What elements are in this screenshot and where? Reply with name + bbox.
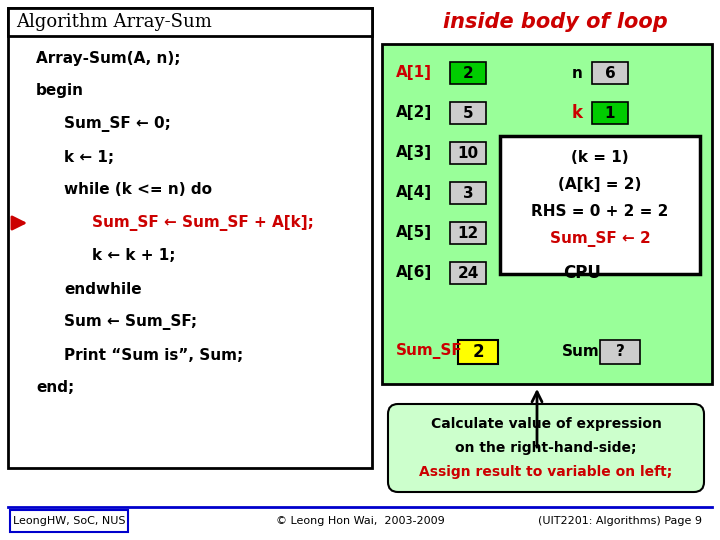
Text: on the right-hand-side;: on the right-hand-side; bbox=[455, 441, 636, 455]
Text: 3: 3 bbox=[463, 186, 473, 200]
Text: Sum_SF ← 0;: Sum_SF ← 0; bbox=[64, 116, 171, 132]
Text: Assign result to variable on left;: Assign result to variable on left; bbox=[419, 465, 672, 479]
Text: Sum ← Sum_SF;: Sum ← Sum_SF; bbox=[64, 314, 197, 330]
Text: begin: begin bbox=[36, 84, 84, 98]
Text: 5: 5 bbox=[463, 105, 473, 120]
Text: Sum_SF: Sum_SF bbox=[396, 343, 463, 359]
Text: inside body of loop: inside body of loop bbox=[443, 12, 667, 32]
Bar bbox=[8, 8, 372, 36]
Bar bbox=[8, 8, 372, 468]
Text: A[6]: A[6] bbox=[396, 266, 432, 280]
Text: RHS = 0 + 2 = 2: RHS = 0 + 2 = 2 bbox=[531, 205, 669, 219]
Text: 1: 1 bbox=[605, 105, 616, 120]
Bar bbox=[382, 44, 712, 384]
Bar bbox=[458, 340, 498, 364]
Text: Sum_SF ← Sum_SF + A[k];: Sum_SF ← Sum_SF + A[k]; bbox=[92, 215, 314, 231]
Text: (A[k] = 2): (A[k] = 2) bbox=[558, 178, 642, 192]
Text: 10: 10 bbox=[457, 145, 479, 160]
Text: 2: 2 bbox=[463, 65, 473, 80]
Bar bbox=[450, 102, 486, 124]
Text: 12: 12 bbox=[457, 226, 479, 240]
Text: A[1]: A[1] bbox=[396, 65, 432, 80]
Text: (k = 1): (k = 1) bbox=[571, 151, 629, 165]
Bar bbox=[592, 62, 628, 84]
Text: © Leong Hon Wai,  2003-2009: © Leong Hon Wai, 2003-2009 bbox=[276, 516, 444, 526]
Bar bbox=[450, 62, 486, 84]
Text: 6: 6 bbox=[605, 65, 616, 80]
Text: k ← 1;: k ← 1; bbox=[64, 150, 114, 165]
Text: (UIT2201: Algorithms) Page 9: (UIT2201: Algorithms) Page 9 bbox=[538, 516, 702, 526]
Text: A[4]: A[4] bbox=[396, 186, 432, 200]
Text: CPU: CPU bbox=[563, 264, 601, 282]
Text: Print “Sum is”, Sum;: Print “Sum is”, Sum; bbox=[64, 348, 243, 362]
Bar bbox=[600, 340, 640, 364]
Bar bbox=[450, 142, 486, 164]
Text: k ← k + 1;: k ← k + 1; bbox=[92, 248, 176, 264]
Text: endwhile: endwhile bbox=[64, 281, 142, 296]
Text: Algorithm Array-Sum: Algorithm Array-Sum bbox=[16, 13, 212, 31]
Text: while (k <= n) do: while (k <= n) do bbox=[64, 183, 212, 198]
Bar bbox=[450, 182, 486, 204]
Text: Sum_SF ← 2: Sum_SF ← 2 bbox=[549, 231, 650, 247]
Text: Calculate value of expression: Calculate value of expression bbox=[431, 417, 662, 431]
Text: A[5]: A[5] bbox=[396, 226, 432, 240]
Bar bbox=[10, 510, 128, 532]
Text: 24: 24 bbox=[457, 266, 479, 280]
Text: k: k bbox=[572, 104, 583, 122]
Bar bbox=[592, 102, 628, 124]
Text: 2: 2 bbox=[472, 343, 484, 361]
Text: LeongHW, SoC, NUS: LeongHW, SoC, NUS bbox=[13, 516, 125, 526]
Bar bbox=[500, 136, 700, 274]
Bar bbox=[450, 222, 486, 244]
Bar bbox=[450, 262, 486, 284]
Text: A[2]: A[2] bbox=[396, 105, 432, 120]
Text: n: n bbox=[572, 65, 583, 80]
Text: A[3]: A[3] bbox=[396, 145, 432, 160]
Text: Array-Sum(A, n);: Array-Sum(A, n); bbox=[36, 51, 181, 65]
Text: ?: ? bbox=[616, 345, 624, 360]
Text: end;: end; bbox=[36, 381, 74, 395]
FancyBboxPatch shape bbox=[388, 404, 704, 492]
Text: Sum: Sum bbox=[562, 343, 600, 359]
